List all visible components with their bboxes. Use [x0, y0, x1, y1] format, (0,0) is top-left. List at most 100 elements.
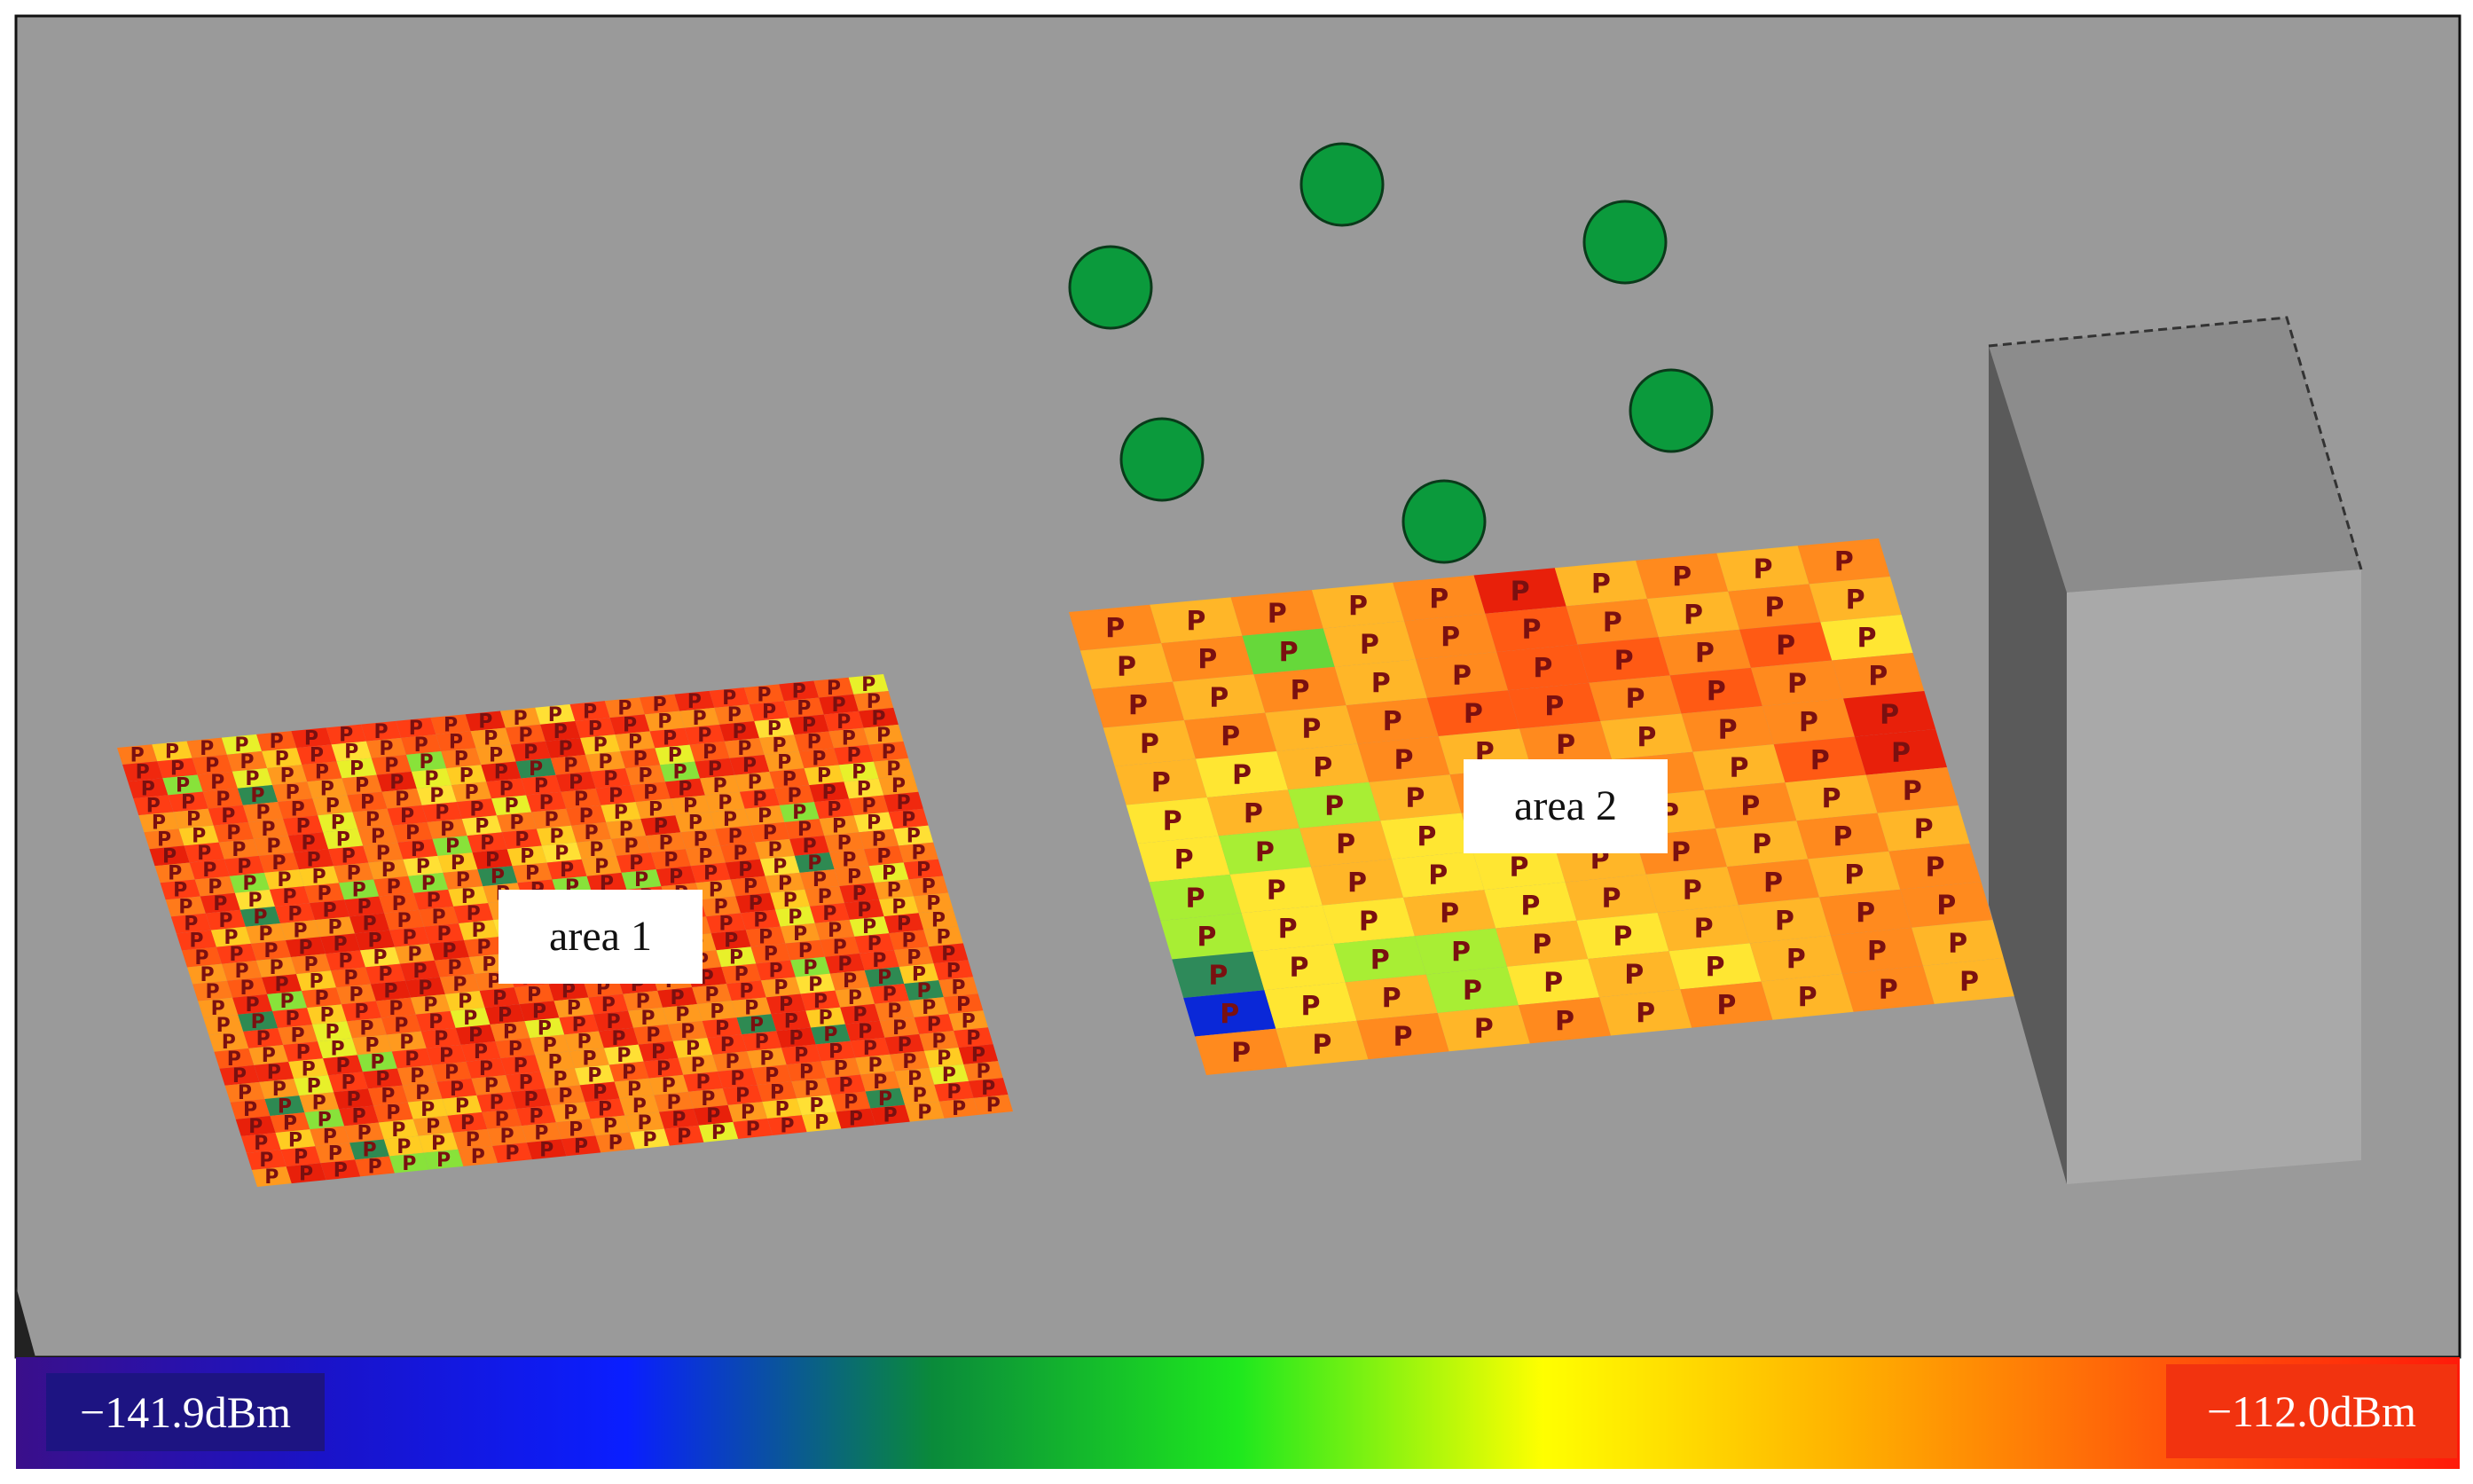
heatmap-cell: [224, 855, 264, 876]
heatmap-cell: [342, 774, 382, 796]
receiver-icon: Р: [762, 701, 776, 723]
receiver-icon: Р: [598, 751, 612, 773]
heatmap-cell: [511, 1088, 551, 1110]
receiver-icon: Р: [435, 802, 449, 824]
heatmap-cell: [834, 744, 874, 766]
receiver-icon: Р: [360, 792, 374, 814]
heatmap-cell: [410, 993, 451, 1015]
heatmap-cell: [1715, 821, 1809, 868]
receiver-icon: Р: [937, 927, 951, 949]
heatmap-cell: [569, 1048, 609, 1069]
heatmap-cell: [628, 1007, 668, 1028]
heatmap-cell: [826, 1074, 866, 1095]
heatmap-cell: [918, 909, 959, 930]
heatmap-cell: [722, 1085, 763, 1105]
receiver-icon: Р: [331, 813, 345, 835]
receiver-icon: Р: [307, 849, 321, 871]
receiver-icon: Р: [346, 1089, 360, 1111]
heatmap-cell: [590, 768, 631, 789]
receiver-icon: Р: [365, 1035, 379, 1057]
heatmap-cell: [1854, 729, 1947, 775]
receiver-icon: Р: [861, 796, 875, 818]
heatmap-cell: [363, 842, 404, 863]
heatmap-cell: [436, 1078, 477, 1099]
heatmap-cell: [1841, 965, 1935, 1012]
heatmap-cell: [1496, 920, 1589, 967]
heatmap-cell: [291, 727, 332, 749]
area2-label: area 2: [1464, 759, 1668, 853]
heatmap-cell: [835, 986, 875, 1008]
heatmap-cell: [624, 765, 665, 786]
heatmap-cell: [545, 737, 585, 758]
heatmap-cell: [1299, 821, 1393, 868]
receiver-icon: Р: [619, 819, 633, 841]
heatmap-cell: [1761, 973, 1854, 1020]
receiver-icon: Р: [971, 1044, 985, 1066]
heatmap-cell: [1437, 1005, 1530, 1052]
receiver-icon: Р: [474, 1041, 488, 1064]
receiver-icon: Р: [654, 815, 668, 837]
heatmap-cell: [844, 1020, 885, 1041]
heatmap-cell: [704, 791, 745, 813]
receiver-icon: Р: [206, 981, 220, 1003]
heatmap-cell: [1865, 767, 1959, 813]
heatmap-cell: [1114, 758, 1207, 805]
heatmap-cell: [865, 1087, 906, 1109]
receiver-icon: Р: [677, 1126, 691, 1148]
receiver-icon: Р: [1718, 714, 1738, 745]
receiver-icon: Р: [732, 721, 746, 743]
receiver-icon: Р: [291, 798, 305, 821]
receiver-icon: Р: [424, 768, 438, 790]
receiver-icon: Р: [539, 1139, 553, 1161]
heatmap-cell: [1657, 905, 1750, 952]
heatmap-cell: [692, 984, 732, 1004]
receiver-icon: Р: [261, 819, 275, 841]
receiver-icon: Р: [258, 923, 272, 946]
receiver-icon: Р: [773, 856, 787, 878]
heatmap-cell: [540, 1068, 580, 1089]
heatmap-cell: [367, 1085, 408, 1106]
heatmap-cell: [693, 1104, 734, 1126]
heatmap-cell: [326, 724, 366, 745]
receiver-icon: Р: [765, 1064, 779, 1087]
heatmap-cell: [963, 1061, 1003, 1081]
heatmap-cell: [590, 1115, 631, 1136]
receiver-icon: Р: [837, 832, 852, 854]
heatmap-cell: [844, 899, 884, 920]
heatmap-cell: [176, 930, 216, 951]
receiver-icon: Р: [686, 1038, 700, 1060]
receiver-icon: Р: [724, 930, 738, 952]
heatmap-cell: [387, 805, 428, 826]
heatmap-cell: [1472, 844, 1566, 891]
receiver-icon: Р: [912, 963, 926, 985]
heatmap-cell: [1519, 721, 1613, 767]
heatmap-cell: [890, 1050, 930, 1072]
heatmap-cell: [973, 1095, 1013, 1115]
receiver-icon: Р: [633, 748, 648, 770]
heatmap-cell: [344, 896, 385, 917]
heatmap-cell: [795, 973, 836, 994]
receiver-icon: Р: [794, 1045, 808, 1067]
heatmap-cell: [323, 828, 364, 850]
heatmap-cell: [512, 862, 553, 883]
heatmap-cell: [392, 821, 433, 843]
receiver-icon: Р: [354, 1001, 368, 1024]
receiver-icon: Р: [396, 1136, 411, 1158]
receiver-icon: Р: [922, 876, 936, 899]
heatmap-cell: [310, 899, 350, 921]
heatmap-cell: [850, 1037, 891, 1058]
receiver-icon: Р: [872, 950, 886, 972]
receiver-icon: Р: [514, 1055, 528, 1077]
heatmap-cell: [355, 1156, 395, 1177]
receiver-icon: Р: [1787, 669, 1807, 700]
building-roof-edge: [1988, 316, 2363, 570]
receiver-icon: Р: [718, 792, 732, 814]
heatmap-cell: [958, 1044, 999, 1064]
receiver-icon: Р: [181, 792, 195, 814]
heatmap-cell: [811, 1024, 851, 1045]
heatmap-cell: [789, 714, 829, 735]
receiver-icon: Р: [669, 866, 683, 888]
heatmap-cell: [1681, 706, 1774, 752]
receiver-icon: Р: [981, 1078, 995, 1100]
